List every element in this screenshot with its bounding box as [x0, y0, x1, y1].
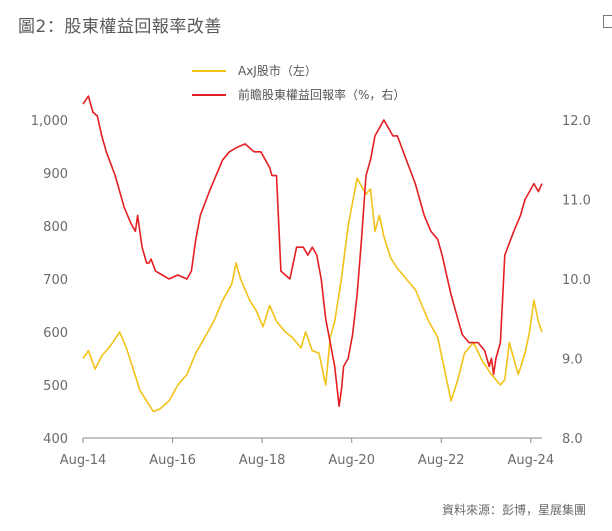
series-line-axj-equity: [82, 177, 543, 413]
y-right-tick-label: 10.0: [562, 273, 591, 288]
x-tick-label: Aug-24: [507, 453, 554, 468]
y-right-tick-label: 11.0: [562, 194, 591, 209]
y-left-tick-label: 1,000: [31, 114, 68, 129]
y-right-tick-label: 12.0: [562, 114, 591, 129]
y-right-tick-label: 9.0: [562, 353, 583, 368]
y-left-tick-label: 700: [43, 273, 68, 288]
chart-area: Aug-14 Aug-16 Aug-18 Aug-20 Aug-22 Aug-24 400 5…: [31, 63, 591, 468]
y-left-tick-label: 900: [43, 167, 68, 182]
x-tick-label: Aug-14: [60, 453, 107, 468]
y-left-tick-label: 800: [43, 220, 68, 235]
x-tick-label: Aug-18: [239, 453, 286, 468]
y-left-tick-label: 500: [43, 379, 68, 394]
corner-bracket: [603, 15, 612, 28]
x-tick-label: Aug-16: [149, 453, 196, 468]
source-note: 資料來源：彭博，星展集團: [441, 503, 586, 517]
series-line-forward-roe: [82, 95, 543, 408]
y-left-tick-label: 600: [43, 326, 68, 341]
x-tick-label: Aug-20: [328, 453, 375, 468]
y-left-tick-label: 400: [43, 432, 68, 447]
y-right-tick-label: 8.0: [562, 432, 583, 447]
x-tick-label: Aug-22: [418, 453, 465, 468]
legend-label: AxJ股市（左）: [238, 63, 317, 78]
chart-title: 圖2：股東權益回報率改善: [18, 17, 222, 37]
legend-label: 前瞻股東權益回報率（%，右）: [238, 87, 405, 102]
